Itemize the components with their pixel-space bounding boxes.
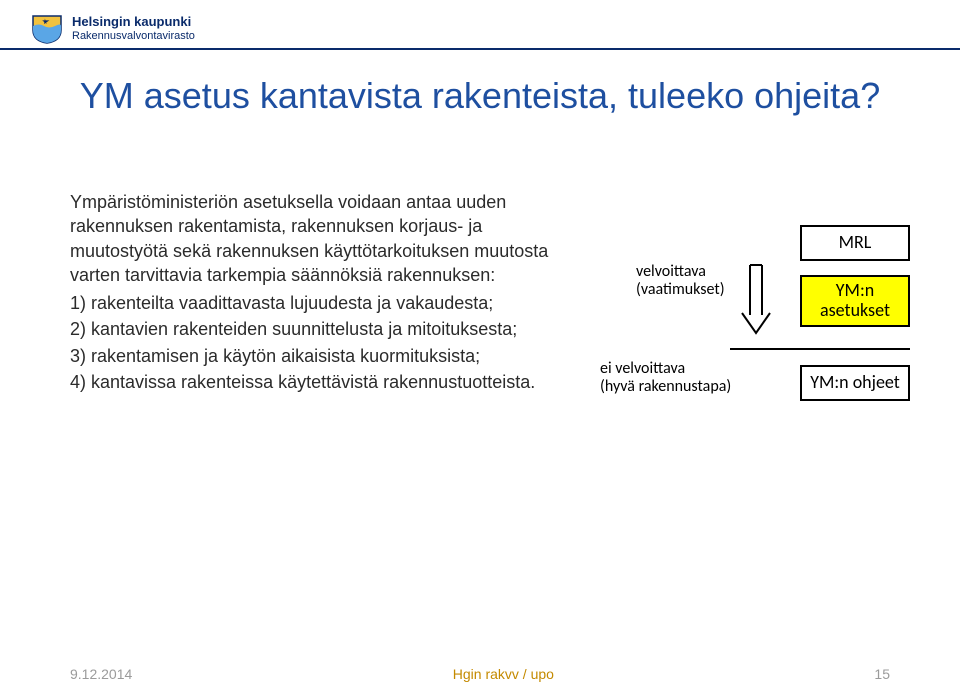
body-text: Ympäristöministeriön asetuksella voidaan… xyxy=(70,190,570,394)
footer-center: Hgin rakvv / upo xyxy=(453,666,554,682)
ann-eive-line1: ei velvoittava xyxy=(600,360,731,378)
diagram-box-ym-asetukset: YM:n asetukset xyxy=(800,275,910,327)
diagram-box-ymase-label: YM:n asetukset xyxy=(802,281,908,321)
header-dept-name: Rakennusvalvontavirasto xyxy=(72,30,195,43)
body-clause-3: 3) rakentamisen ja käytön aikaisista kuo… xyxy=(70,344,570,368)
slide-title: YM asetus kantavista rakenteista, tuleek… xyxy=(70,74,890,117)
footer-page: 15 xyxy=(874,666,890,682)
ann-velv-line2: (vaatimukset) xyxy=(636,281,725,299)
ann-eive-line2: (hyvä rakennustapa) xyxy=(600,378,731,396)
diagram-box-mrl-label: MRL xyxy=(839,233,872,253)
header-divider xyxy=(0,48,960,50)
diagram-separator-line xyxy=(730,348,910,350)
regulation-diagram: MRL YM:n asetukset YM:n ohjeet velvoitta… xyxy=(600,225,910,450)
body-clause-2: 2) kantavien rakenteiden suunnittelusta … xyxy=(70,317,570,341)
diagram-annotation-velvoittava: velvoittava (vaatimukset) xyxy=(636,263,725,298)
diagram-annotation-ei-velvoittava: ei velvoittava (hyvä rakennustapa) xyxy=(600,360,731,395)
slide-header: Helsingin kaupunki Rakennusvalvontaviras… xyxy=(30,14,195,44)
body-paragraph: Ympäristöministeriön asetuksella voidaan… xyxy=(70,190,570,287)
body-clause-4: 4) kantavissa rakenteissa käytettävistä … xyxy=(70,370,570,394)
body-clause-1: 1) rakenteilta vaadittavasta lujuudesta … xyxy=(70,291,570,315)
diagram-box-mrl: MRL xyxy=(800,225,910,261)
footer-date: 9.12.2014 xyxy=(70,666,132,682)
slide-footer: 9.12.2014 Hgin rakvv / upo 15 xyxy=(0,666,960,682)
helsinki-crest-icon xyxy=(30,14,64,44)
header-text-block: Helsingin kaupunki Rakennusvalvontaviras… xyxy=(72,15,195,43)
diagram-box-ymohj-label: YM:n ohjeet xyxy=(810,373,900,393)
header-org-name: Helsingin kaupunki xyxy=(72,15,195,30)
diagram-box-ym-ohjeet: YM:n ohjeet xyxy=(800,365,910,401)
ann-velv-line1: velvoittava xyxy=(636,263,725,281)
